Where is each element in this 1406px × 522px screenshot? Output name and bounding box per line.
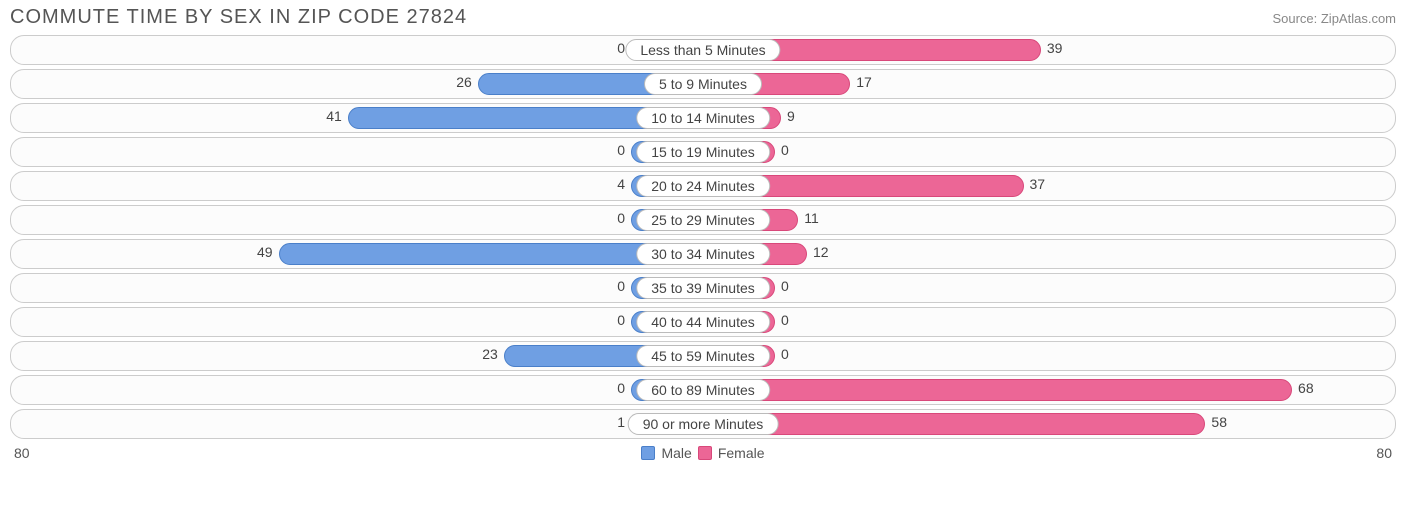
chart-row: 49 12 30 to 34 Minutes: [10, 239, 1396, 269]
chart-row: 41 9 10 to 14 Minutes: [10, 103, 1396, 133]
female-bar: [703, 379, 1292, 401]
male-value: 0: [617, 312, 631, 328]
category-label: Less than 5 Minutes: [625, 39, 780, 61]
category-label: 35 to 39 Minutes: [636, 277, 770, 299]
female-value: 9: [781, 108, 795, 124]
female-value: 68: [1292, 380, 1314, 396]
male-value: 4: [617, 176, 631, 192]
chart-row: 26 17 5 to 9 Minutes: [10, 69, 1396, 99]
female-value: 17: [850, 74, 872, 90]
chart-row: 0 0 35 to 39 Minutes: [10, 273, 1396, 303]
female-value: 39: [1041, 40, 1063, 56]
category-label: 20 to 24 Minutes: [636, 175, 770, 197]
chart-row: 039Less than 5 Minutes: [10, 35, 1396, 65]
male-value: 49: [257, 244, 279, 260]
chart-source: Source: ZipAtlas.com: [1272, 11, 1396, 26]
chart-row: 23 0 45 to 59 Minutes: [10, 341, 1396, 371]
female-value: 37: [1024, 176, 1046, 192]
female-swatch: [698, 446, 712, 460]
legend-female-label: Female: [718, 445, 765, 461]
legend: Male Female: [641, 445, 764, 461]
female-value: 11: [798, 210, 819, 226]
legend-male-label: Male: [661, 445, 691, 461]
female-value: 0: [775, 346, 789, 362]
category-label: 60 to 89 Minutes: [636, 379, 770, 401]
category-label: 40 to 44 Minutes: [636, 311, 770, 333]
commute-chart: COMMUTE TIME BY SEX IN ZIP CODE 27824 So…: [0, 0, 1406, 465]
axis-right: 80: [1368, 445, 1392, 461]
female-value: 0: [775, 312, 789, 328]
category-label: 5 to 9 Minutes: [644, 73, 762, 95]
category-label: 25 to 29 Minutes: [636, 209, 770, 231]
chart-rows: 0 39 Less than 5 Minutes 26 17 5 to 9 Minutes…: [10, 35, 1396, 439]
category-label: 30 to 34 Minutes: [636, 243, 770, 265]
female-bar: [703, 413, 1205, 435]
chart-row: 15890 or more Minutes: [10, 409, 1396, 439]
male-swatch: [641, 446, 655, 460]
category-label: 10 to 14 Minutes: [636, 107, 770, 129]
male-value: 0: [617, 380, 631, 396]
chart-row: 4 37 20 to 24 Minutes: [10, 171, 1396, 201]
male-value: 0: [617, 278, 631, 294]
chart-row: 0 0 15 to 19 Minutes: [10, 137, 1396, 167]
male-value: 23: [482, 346, 504, 362]
female-value: 0: [775, 142, 789, 158]
male-value: 0: [617, 210, 631, 226]
chart-header: COMMUTE TIME BY SEX IN ZIP CODE 27824 So…: [10, 6, 1396, 29]
chart-footer: 80 Male Female 80: [10, 443, 1396, 461]
category-label: 15 to 19 Minutes: [636, 141, 770, 163]
chart-row: 0 68 60 to 89 Minutes: [10, 375, 1396, 405]
category-label: 90 or more Minutes: [628, 413, 779, 435]
category-label: 45 to 59 Minutes: [636, 345, 770, 367]
male-value: 0: [617, 142, 631, 158]
chart-title: COMMUTE TIME BY SEX IN ZIP CODE 27824: [10, 6, 467, 29]
axis-left: 80: [14, 445, 38, 461]
male-value: 26: [456, 74, 478, 90]
female-value: 0: [775, 278, 789, 294]
female-value: 12: [807, 244, 829, 260]
chart-row: 0 11 25 to 29 Minutes: [10, 205, 1396, 235]
chart-row: 0 0 40 to 44 Minutes: [10, 307, 1396, 337]
male-value: 41: [326, 108, 348, 124]
female-value: 58: [1205, 414, 1227, 430]
